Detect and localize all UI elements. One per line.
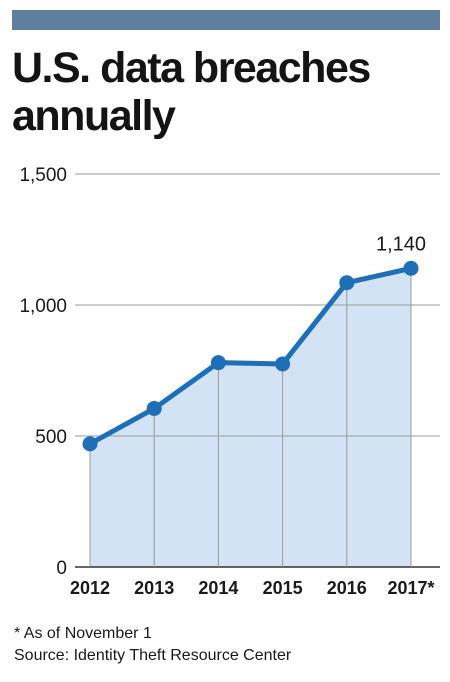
data-point-2012 bbox=[82, 436, 98, 452]
header-bar bbox=[12, 10, 440, 30]
x-tick-label-2014: 2014 bbox=[198, 578, 238, 598]
series-line bbox=[87, 265, 414, 447]
data-point-2013 bbox=[146, 400, 162, 416]
footnote-source: Source: Identity Theft Resource Center bbox=[14, 647, 292, 664]
y-tick-label-500: 500 bbox=[35, 427, 67, 448]
data-point-2017 bbox=[403, 260, 419, 276]
area-fill bbox=[90, 268, 411, 567]
y-tick-label-1,000: 1,000 bbox=[19, 296, 67, 317]
x-tick-label-2016: 2016 bbox=[327, 578, 367, 598]
footnote-as-of: * As of November 1 bbox=[14, 625, 152, 642]
x-tick-label-2017: 2017* bbox=[387, 578, 434, 598]
data-point-2015 bbox=[275, 356, 291, 372]
footnotes: * As of November 1 Source: Identity Thef… bbox=[14, 623, 291, 667]
y-tick-label-0: 0 bbox=[56, 558, 67, 579]
data-point-2014 bbox=[210, 355, 226, 371]
x-tick-label-2015: 2015 bbox=[263, 578, 303, 598]
chart-title-line-1: U.S. data breaches bbox=[12, 44, 371, 92]
chart-title: U.S. data breaches annually bbox=[12, 44, 442, 140]
y-tick-label-1,500: 1,500 bbox=[19, 165, 67, 186]
data-label-2017: 1,140 bbox=[376, 233, 426, 255]
data-point-2016 bbox=[339, 275, 355, 291]
x-tick-label-2013: 2013 bbox=[134, 578, 174, 598]
x-tick-label-2012: 2012 bbox=[70, 578, 110, 598]
chart-title-line-2: annually bbox=[12, 92, 176, 140]
